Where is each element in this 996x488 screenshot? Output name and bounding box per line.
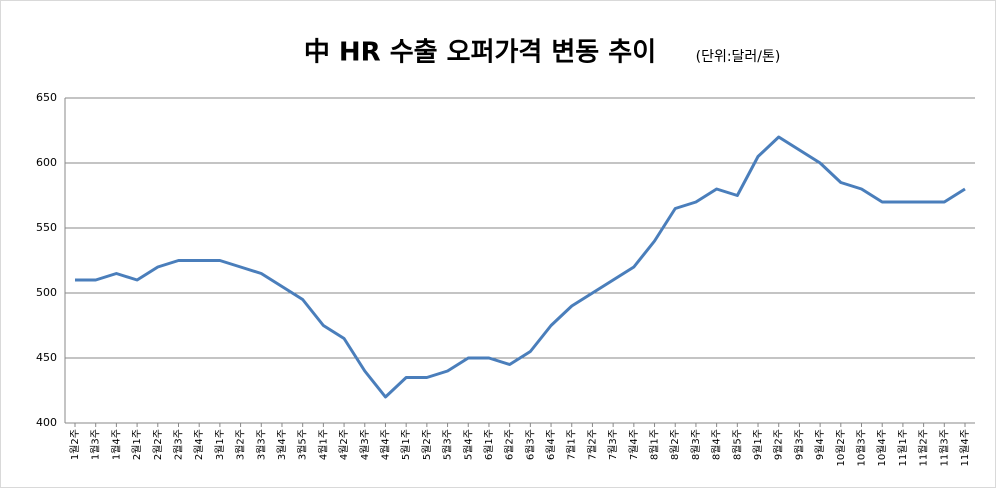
x-tick-label: 4월1주 bbox=[317, 429, 329, 460]
x-tick-label: 7월2주 bbox=[586, 429, 598, 460]
x-tick-label: 1월2주 bbox=[69, 429, 81, 460]
y-tick-label: 550 bbox=[36, 221, 57, 234]
x-tick-label: 5월4주 bbox=[462, 429, 474, 460]
x-tick-label: 2월2주 bbox=[152, 429, 164, 460]
line-series bbox=[75, 135, 966, 399]
x-tick-label: 2월1주 bbox=[131, 429, 143, 460]
x-tick-label: 6월1주 bbox=[483, 429, 495, 460]
x-tick-label: 5월3주 bbox=[442, 429, 454, 460]
x-tick-label: 2월3주 bbox=[172, 429, 184, 460]
x-tick-label: 6월2주 bbox=[504, 429, 516, 460]
x-tick-label: 3월3주 bbox=[255, 429, 267, 460]
x-tick-label: 8월1주 bbox=[649, 429, 661, 460]
y-tick-label: 400 bbox=[36, 416, 57, 429]
x-tick-label: 4월2주 bbox=[338, 429, 350, 460]
x-tick-label: 8월5주 bbox=[731, 429, 743, 460]
x-tick-label: 3월1주 bbox=[214, 429, 226, 460]
x-tick-label: 3월5주 bbox=[297, 429, 309, 460]
y-tick-label: 450 bbox=[36, 351, 57, 364]
x-tick-label: 6월4주 bbox=[545, 429, 557, 460]
x-tick-label: 7월4주 bbox=[628, 429, 640, 460]
chart-title: 中 HR 수출 오퍼가격 변동 추이 bbox=[304, 38, 656, 68]
x-tick-label: 9월4주 bbox=[814, 429, 826, 460]
x-tick-label: 10월3주 bbox=[856, 429, 868, 467]
x-tick-label: 9월1주 bbox=[752, 429, 764, 460]
x-tick-label: 6월3주 bbox=[524, 429, 536, 460]
x-tick-label: 9월3주 bbox=[793, 429, 805, 460]
x-tick-label: 11월3주 bbox=[938, 429, 950, 467]
x-tick-label: 3월2주 bbox=[235, 429, 247, 460]
x-tick-label: 11월4주 bbox=[959, 429, 971, 467]
x-tick-label: 7월1주 bbox=[566, 429, 578, 460]
x-tick-label: 10월2주 bbox=[835, 429, 847, 467]
y-tick-label: 650 bbox=[36, 91, 57, 104]
x-tick-label: 4월4주 bbox=[379, 429, 391, 460]
x-tick-label: 8월3주 bbox=[690, 429, 702, 460]
x-tick-label: 1월4주 bbox=[110, 429, 122, 460]
x-tick-label: 5월1주 bbox=[400, 429, 412, 460]
y-tick-label: 600 bbox=[36, 156, 57, 169]
x-tick-label: 11월2주 bbox=[918, 429, 930, 467]
x-tick-label: 9월2주 bbox=[773, 429, 785, 460]
x-tick-label: 7월3주 bbox=[607, 429, 619, 460]
x-tick-label: 8월4주 bbox=[711, 429, 723, 460]
x-tick-label: 3월4주 bbox=[276, 429, 288, 460]
x-tick-label: 4월3주 bbox=[359, 429, 371, 460]
x-tick-label: 5월2주 bbox=[421, 429, 433, 460]
chart-subtitle: (단위:달러/톤) bbox=[696, 49, 781, 65]
y-tick-label: 500 bbox=[36, 286, 57, 299]
x-tick-label: 8월2주 bbox=[669, 429, 681, 460]
x-tick-label: 1월3주 bbox=[90, 429, 102, 460]
x-tick-label: 11월1주 bbox=[897, 429, 909, 467]
x-tick-label: 2월4주 bbox=[193, 429, 205, 460]
x-tick-label: 10월4주 bbox=[876, 429, 888, 467]
